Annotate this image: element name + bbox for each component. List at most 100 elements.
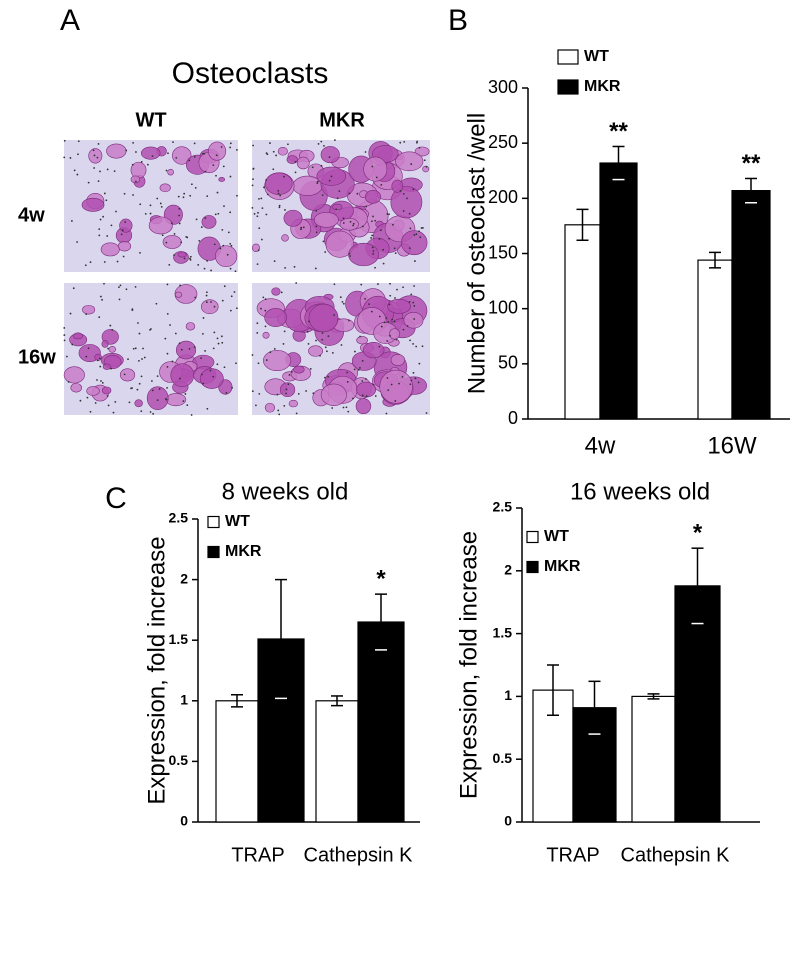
cell — [101, 340, 109, 348]
speck — [105, 199, 108, 202]
speck — [152, 412, 155, 415]
y-tick-label: 200 — [488, 187, 518, 207]
cell — [201, 215, 217, 229]
speck — [128, 401, 131, 404]
speck — [412, 343, 414, 345]
speck — [167, 152, 169, 155]
speck — [70, 220, 73, 222]
speck — [203, 267, 206, 270]
speck — [89, 261, 92, 264]
speck — [413, 234, 416, 236]
speck — [314, 267, 317, 270]
speck — [101, 298, 103, 301]
speck — [231, 386, 233, 389]
speck — [387, 320, 390, 323]
cell — [117, 241, 132, 252]
speck — [334, 139, 336, 142]
speck — [413, 318, 416, 320]
speck — [200, 226, 203, 228]
speck — [272, 150, 275, 153]
speck — [419, 236, 422, 239]
speck — [151, 155, 154, 158]
bar — [697, 259, 733, 420]
speck — [265, 359, 268, 361]
speck — [98, 234, 101, 237]
speck — [422, 227, 424, 229]
speck — [378, 315, 381, 318]
cell — [339, 217, 359, 231]
y-tick-label: 2.5 — [169, 510, 189, 526]
y-tick-label: 0.5 — [169, 752, 189, 768]
cell — [94, 353, 102, 361]
speck — [342, 406, 345, 409]
speck — [212, 375, 215, 378]
bar — [215, 700, 259, 823]
speck — [394, 297, 396, 299]
speck — [92, 149, 95, 152]
cell — [199, 368, 224, 389]
speck — [141, 358, 143, 360]
speck — [85, 355, 88, 358]
speck — [410, 379, 413, 382]
speck — [214, 213, 217, 216]
speck — [255, 404, 257, 407]
speck — [309, 368, 312, 370]
speck — [135, 180, 137, 183]
speck — [359, 335, 361, 338]
speck — [371, 220, 373, 223]
speck — [178, 214, 181, 217]
legend-swatch — [557, 49, 579, 65]
legend-label: MKR — [225, 543, 262, 560]
speck — [206, 291, 208, 294]
speck — [178, 222, 181, 225]
speck — [371, 246, 374, 249]
speck — [277, 409, 280, 412]
speck — [273, 260, 276, 263]
speck — [97, 143, 100, 145]
speck — [252, 167, 255, 170]
speck — [235, 362, 237, 365]
speck — [374, 395, 377, 397]
column-label: MKR — [319, 109, 365, 131]
y-tick-label: 2.5 — [493, 499, 513, 515]
speck — [307, 342, 310, 345]
speck — [382, 262, 385, 265]
speck — [305, 390, 307, 392]
speck — [335, 208, 338, 211]
speck — [374, 219, 377, 222]
speck — [65, 355, 68, 358]
speck — [324, 346, 327, 349]
speck — [107, 347, 110, 350]
speck — [336, 197, 339, 200]
speck — [223, 285, 226, 288]
speck — [360, 283, 363, 286]
speck — [205, 301, 208, 303]
speck — [132, 141, 135, 144]
speck — [403, 140, 406, 143]
speck — [308, 320, 310, 323]
speck — [206, 407, 209, 410]
cell — [177, 251, 187, 258]
speck — [115, 210, 117, 213]
speck — [132, 194, 134, 196]
speck — [149, 328, 151, 331]
speck — [385, 317, 388, 320]
cell — [389, 328, 401, 340]
speck — [182, 400, 185, 403]
speck — [124, 221, 127, 223]
speck — [229, 142, 232, 145]
cell — [264, 402, 276, 413]
y-tick-label: 250 — [488, 132, 518, 152]
speck — [339, 296, 342, 299]
speck — [212, 347, 215, 350]
legend-swatch — [526, 560, 539, 574]
speck — [189, 258, 192, 261]
speck — [315, 231, 318, 234]
significance-label: ** — [609, 118, 628, 145]
speck — [265, 179, 268, 181]
cell — [174, 291, 183, 298]
speck — [317, 143, 320, 145]
speck — [295, 282, 298, 284]
speck — [285, 388, 288, 391]
speck — [278, 413, 281, 416]
